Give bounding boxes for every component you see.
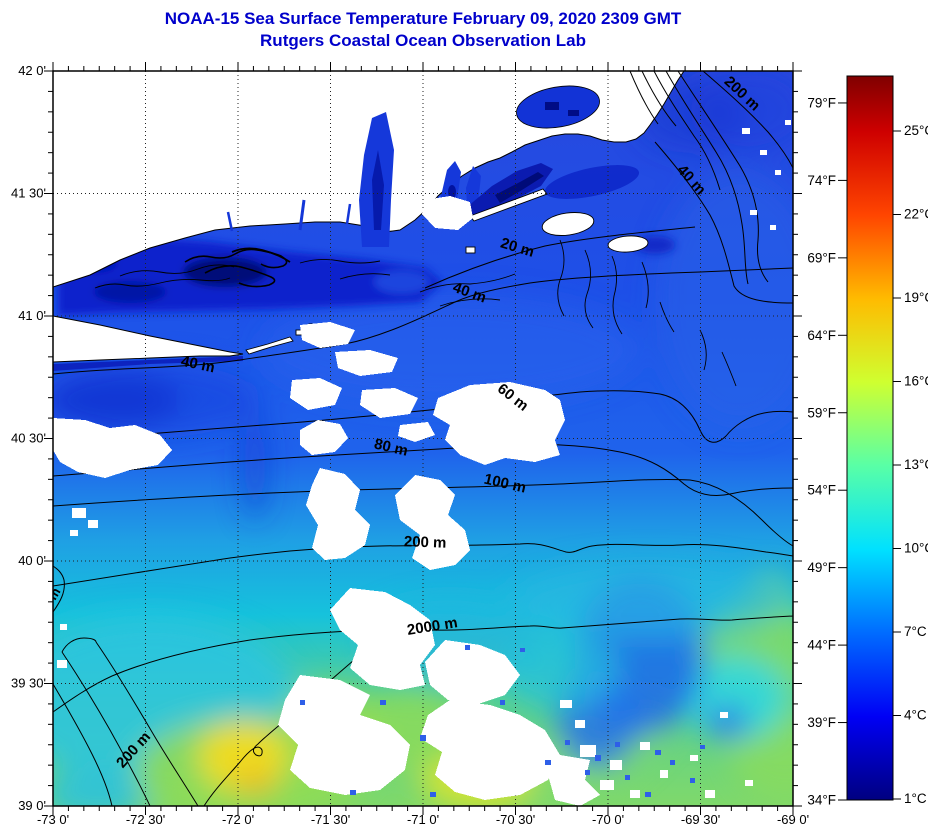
colorbar-celsius-labels: 25°C 22°C 19°C 16°C 13°C 10°C 7°C 4°C 1°… [904,123,928,806]
contour-label: 40 m [179,353,216,377]
colorbar-f-label: 54°F [807,483,836,498]
y-tick-label: 39 30' [11,676,46,691]
x-tick-label: -72 0' [222,812,254,827]
colorbar-gradient [846,75,894,801]
colorbar-c-label: 25°C [904,123,928,138]
colorbar-c-label: 13°C [904,457,928,472]
colorbar-f-label: 39°F [807,715,836,730]
colorbar-c-label: 10°C [904,541,928,556]
x-tick-label: -70 0' [592,812,624,827]
colorbar-f-label: 64°F [807,328,836,343]
contour-label-partial: m [45,585,64,603]
long-island-land [53,188,649,363]
colorbar-c-label: 22°C [904,207,928,222]
x-tick-label: -71 0' [407,812,439,827]
elizabeth-islands [469,188,548,222]
colorbar-c-label: 1°C [904,791,927,806]
buzzards-bay-cold-water [467,163,640,216]
colorbar-f-label: 49°F [807,560,836,575]
temperature-colorbar: 79°F 74°F 69°F 64°F 59°F 54°F 49°F 44°F … [807,75,928,808]
colorbar-c-label: 19°C [904,290,928,305]
y-tick-label: 42 0' [18,63,46,78]
nantucket [607,235,649,253]
map-plot-area: 200 m 40 m 20 m 40 m 40 m 60 m 80 m 100 … [45,71,793,806]
nearshore-contour-squiggles [94,239,737,387]
colorbar-f-label: 34°F [807,793,836,808]
northeast-contour-fan [629,71,769,285]
colorbar-c-label: 16°C [904,374,928,389]
y-tick-label: 40 30' [11,431,46,446]
x-tick-label: -73 0' [37,812,69,827]
axis-ticks [44,62,802,815]
y-tick-label: 41 30' [11,186,46,201]
colorbar-f-label: 79°F [807,96,836,111]
colorbar-c-label: 7°C [904,624,927,639]
south-shore-cold-strip [53,356,243,371]
coastline [53,71,685,288]
colorbar-f-label: 69°F [807,250,836,265]
map-title-line1: NOAA-15 Sea Surface Temperature February… [165,9,682,28]
mainland-land [53,71,769,288]
y-tick-label: 40 0' [18,553,46,568]
x-tick-label: -72 30' [126,812,165,827]
contour-label: 200 m [404,533,447,551]
x-tick-label: -69 0' [777,812,809,827]
block-island [465,246,476,254]
colorbar-f-label: 44°F [807,638,836,653]
colorbar-ticks [838,102,901,801]
map-title-line2: Rutgers Coastal Ocean Observation Lab [260,31,586,50]
x-axis-labels: -73 0' -72 30' -72 0' -71 30' -71 0' -70… [37,812,809,827]
marthas-vineyard [541,212,595,236]
y-tick-label: 41 0' [18,308,46,323]
cloud-mask-layer [53,120,791,806]
x-tick-label: -71 30' [311,812,350,827]
x-tick-label: -70 30' [496,812,535,827]
colorbar-fahrenheit-labels: 79°F 74°F 69°F 64°F 59°F 54°F 49°F 44°F … [807,96,836,808]
colorbar-f-label: 59°F [807,405,836,420]
colorbar-c-label: 4°C [904,708,927,723]
colorbar-f-label: 74°F [807,173,836,188]
y-tick-label: 39 0' [18,798,46,813]
x-tick-label: -69 30' [681,812,720,827]
y-axis-labels: 42 0' 41 30' 41 0' 40 30' 40 0' 39 30' 3… [11,63,46,813]
